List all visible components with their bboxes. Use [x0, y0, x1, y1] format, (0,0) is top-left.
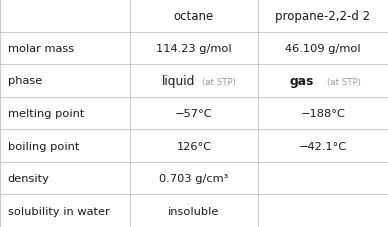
Text: (at STP): (at STP) [327, 78, 361, 87]
Text: octane: octane [174, 10, 214, 23]
Text: −188°C: −188°C [301, 109, 345, 118]
Text: propane-2,2-d 2: propane-2,2-d 2 [275, 10, 371, 23]
Text: 114.23 g/mol: 114.23 g/mol [156, 44, 232, 54]
Text: 46.109 g/mol: 46.109 g/mol [285, 44, 361, 54]
Text: −57°C: −57°C [175, 109, 213, 118]
Text: boiling point: boiling point [8, 141, 79, 151]
Text: phase: phase [8, 76, 42, 86]
Text: 0.703 g/cm³: 0.703 g/cm³ [159, 173, 229, 183]
Text: 126°C: 126°C [177, 141, 211, 151]
Text: density: density [8, 173, 50, 183]
Text: gas: gas [289, 75, 314, 88]
Text: molar mass: molar mass [8, 44, 74, 54]
Text: (at STP): (at STP) [202, 78, 236, 87]
Text: melting point: melting point [8, 109, 84, 118]
Text: solubility in water: solubility in water [8, 206, 109, 216]
Text: liquid: liquid [162, 75, 195, 88]
Text: insoluble: insoluble [168, 206, 220, 216]
Text: −42.1°C: −42.1°C [299, 141, 347, 151]
